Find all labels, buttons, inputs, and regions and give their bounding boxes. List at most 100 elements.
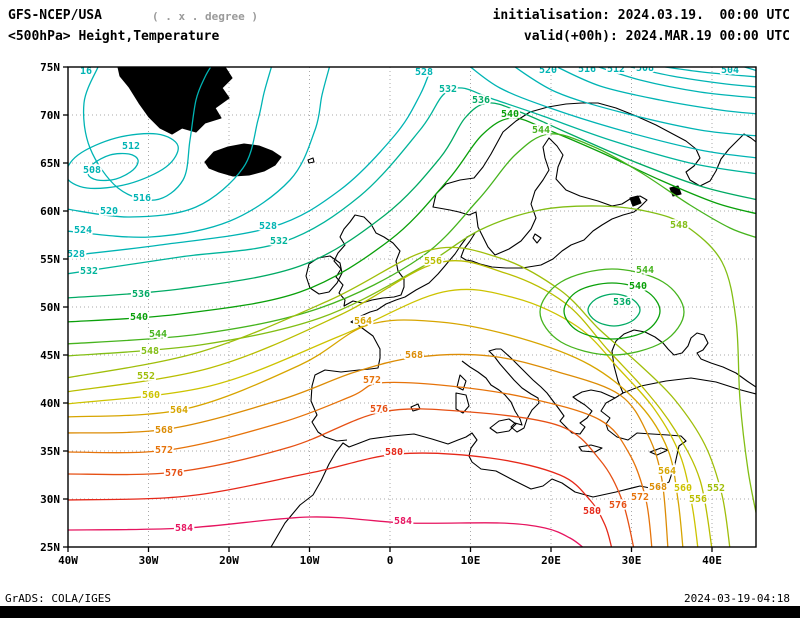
- lon-tick-label: 40E: [702, 554, 722, 567]
- lon-tick-label: 20W: [219, 554, 239, 567]
- coastline: [270, 392, 687, 547]
- contour-label: 532: [270, 236, 288, 247]
- footer-credit: GrADS: COLA/IGES: [5, 592, 111, 605]
- lat-tick-label: 70N: [40, 109, 60, 122]
- contour-line-508: [661, 67, 756, 78]
- contour-label: 572: [155, 445, 173, 456]
- footer-timestamp: 2024-03-19-04:18: [684, 592, 790, 605]
- contour-label: 572: [631, 492, 649, 503]
- lat-tick-label: 25N: [40, 541, 60, 554]
- coastline: [310, 102, 756, 442]
- contour-line-572: [68, 381, 653, 547]
- contour-label: 508: [636, 63, 654, 74]
- contour-label: 552: [707, 483, 725, 494]
- lon-tick-label: 10W: [300, 554, 320, 567]
- contour-label: 512: [607, 64, 625, 75]
- contour-label: 584: [394, 516, 412, 527]
- contour-line-528: [469, 67, 756, 159]
- bottom-bar: [0, 606, 800, 618]
- contour-label: 536: [613, 297, 631, 308]
- contour-label: 16: [80, 66, 92, 77]
- contour-line-560: [68, 288, 699, 547]
- coastline: [500, 348, 616, 435]
- header-model: GFS-NCEP/USA: [8, 8, 102, 23]
- contour-line-512: [68, 132, 179, 190]
- lat-tick-label: 40N: [40, 397, 60, 410]
- contour-label: 504: [721, 65, 739, 76]
- lat-tick-label: 30N: [40, 493, 60, 506]
- contour-label: 556: [424, 256, 442, 267]
- contour-label: 568: [155, 425, 173, 436]
- contour-line-524: [513, 67, 756, 137]
- contour-label: 544: [149, 329, 167, 340]
- contour-label: 544: [532, 125, 550, 136]
- lat-tick-label: 45N: [40, 349, 60, 362]
- contour-label: 576: [609, 500, 627, 511]
- contour-label: 564: [354, 316, 372, 327]
- contour-line-568: [68, 353, 669, 547]
- contour-line-544: [539, 268, 685, 356]
- contour-label: 540: [130, 312, 148, 323]
- contour-line-512: [627, 67, 756, 88]
- contour-label: 544: [636, 265, 654, 276]
- coastline: [461, 348, 540, 433]
- contour-line-528: [68, 67, 432, 257]
- contour-label: 576: [165, 468, 183, 479]
- contour-label: 572: [363, 375, 381, 386]
- contour-label: 548: [670, 220, 688, 231]
- coastline: [117, 67, 233, 135]
- lat-tick-label: 55N: [40, 253, 60, 266]
- contour-label: 552: [137, 371, 155, 382]
- header-level-title: <500hPa> Height,Temperature: [8, 29, 220, 44]
- contour-line-556: [68, 260, 713, 547]
- contour-line-564: [68, 319, 684, 547]
- contour-line-544: [68, 133, 756, 345]
- contour-label: 528: [259, 221, 277, 232]
- contour-line-524: [68, 67, 331, 238]
- contour-label: 540: [501, 109, 519, 120]
- contour-label: 548: [141, 346, 159, 357]
- contour-line-516: [82, 67, 212, 201]
- contour-label: 564: [170, 405, 188, 416]
- contour-label: 540: [629, 281, 647, 292]
- contour-label: 512: [122, 141, 140, 152]
- lat-tick-label: 75N: [40, 61, 60, 74]
- coastline: [629, 185, 682, 207]
- contour-label: 520: [100, 206, 118, 217]
- contour-line-540: [68, 117, 756, 323]
- lat-tick-label: 50N: [40, 301, 60, 314]
- contour-line-548: [68, 205, 756, 516]
- header-init-time: initialisation: 2024.03.19. 00:00 UTC: [492, 8, 790, 23]
- contour-line-540: [563, 282, 661, 340]
- contour-label: 536: [472, 95, 490, 106]
- lon-tick-label: 30W: [139, 554, 159, 567]
- contour-label: 576: [370, 404, 388, 415]
- lon-tick-label: 30E: [622, 554, 642, 567]
- contour-label: 536: [132, 289, 150, 300]
- coastline: [204, 143, 282, 177]
- contour-label: 560: [142, 390, 160, 401]
- contour-label: 532: [439, 84, 457, 95]
- lon-tick-label: 0: [387, 554, 394, 567]
- contour-label: 568: [405, 350, 423, 361]
- lon-tick-label: 40W: [58, 554, 78, 567]
- contour-label: 560: [674, 483, 692, 494]
- contour-line-580: [68, 452, 613, 547]
- contour-label: 584: [175, 523, 193, 534]
- axes: 40W 30W 20W 10W 0 10E 20E 30E 40E 75N 70N 65N 60N 55N…: [40, 61, 722, 567]
- header-resolution: ( . x . degree ): [152, 10, 258, 23]
- contour-label: 520: [539, 65, 557, 76]
- lat-tick-label: 65N: [40, 157, 60, 170]
- contour-line-584: [68, 516, 584, 547]
- lon-tick-label: 10E: [461, 554, 481, 567]
- contour-line-508: [87, 152, 139, 182]
- contour-line-520: [555, 67, 756, 115]
- contour-line-520: [68, 67, 273, 218]
- contour-line-552: [68, 246, 731, 547]
- contour-line-536: [587, 293, 641, 327]
- contour-label: 508: [83, 165, 101, 176]
- contour-line-532: [68, 87, 756, 275]
- contour-line-536: [68, 102, 756, 299]
